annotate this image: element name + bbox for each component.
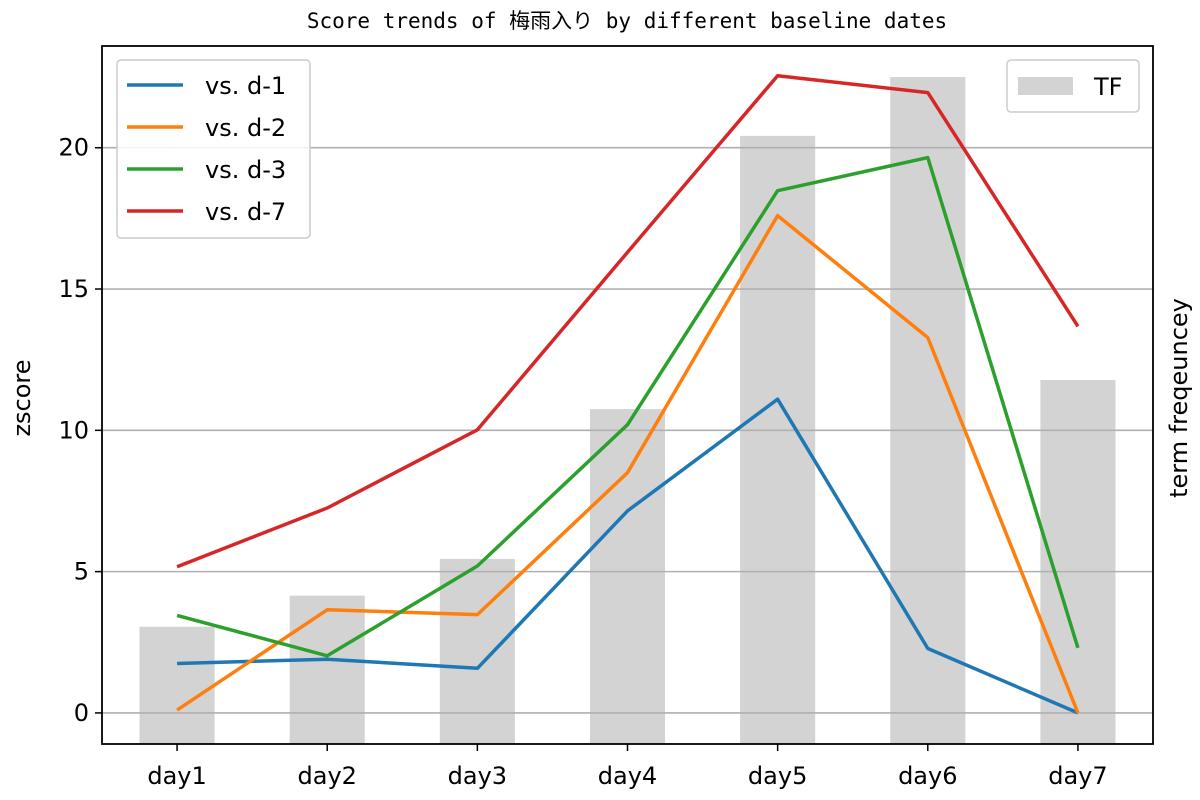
y-tick-label: 5 — [74, 558, 89, 586]
secondary-y-axis-label: term freqeuncey — [1165, 298, 1193, 498]
series-line — [176, 155, 1080, 658]
x-tick-label: day5 — [748, 762, 807, 790]
x-tick-label: day6 — [898, 762, 957, 790]
x-tick-label: day7 — [1048, 762, 1107, 790]
x-tick-label: day2 — [298, 762, 357, 790]
chart-title: Score trends of 梅雨入り by different baseli… — [307, 9, 947, 33]
legend-label: vs. d-2 — [205, 114, 286, 142]
y-tick-label: 20 — [58, 134, 89, 162]
legend-label: TF — [1093, 73, 1122, 101]
x-tick-label: day3 — [448, 762, 507, 790]
tf-bar — [589, 409, 666, 744]
series-line — [176, 73, 1080, 569]
legend-frame — [116, 59, 311, 239]
tf-bar — [139, 626, 215, 744]
y-tick-label: 0 — [74, 699, 89, 727]
x-tick-label: day1 — [147, 762, 206, 790]
x-tick-label: day4 — [598, 762, 657, 790]
legend-lines: vs. d-1 vs. d-2 vs. d-3 vs. d-7 — [116, 59, 311, 239]
legend-label: vs. d-7 — [205, 198, 286, 226]
legend-swatch — [1018, 77, 1073, 95]
legend-label: vs. d-1 — [205, 72, 286, 100]
tf-bar — [289, 595, 365, 744]
legend-label: vs. d-3 — [205, 156, 286, 184]
y-tick-label: 15 — [58, 275, 89, 303]
y-tick-label: 10 — [58, 416, 89, 444]
series-line — [177, 397, 1079, 715]
plot-area: 0 5 10 15 20 day1 day2 day3 day4 day5 day6 day7 vs. … — [58, 45, 1154, 790]
series-line — [176, 213, 1080, 714]
tf-bar — [890, 77, 966, 744]
tf-bar — [439, 558, 515, 744]
legend-bars: TF — [1006, 59, 1140, 113]
y-axis-label: zscore — [8, 359, 36, 436]
